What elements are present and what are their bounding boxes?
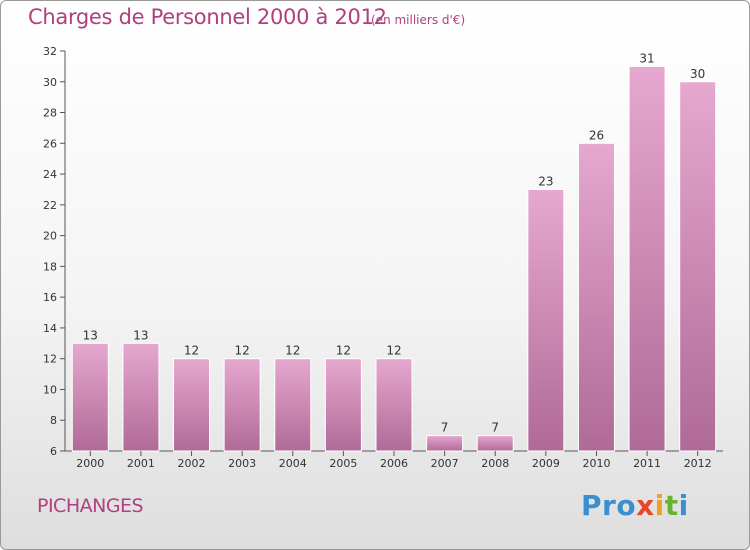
bar-value-label: 12: [386, 344, 401, 358]
bar: [173, 358, 211, 452]
y-tick-label: 14: [43, 322, 57, 335]
x-tick-label: 2010: [582, 457, 610, 470]
bar: [476, 435, 514, 452]
y-tick-label: 22: [43, 199, 57, 212]
y-tick-label: 10: [43, 383, 57, 396]
bar-value-label: 12: [184, 344, 199, 358]
x-tick-label: 2011: [633, 457, 661, 470]
x-tick-label: 2005: [329, 457, 357, 470]
x-tick-label: 2008: [481, 457, 509, 470]
x-tick-label: 2002: [178, 457, 206, 470]
y-tick-label: 16: [43, 291, 57, 304]
y-tick-label: 6: [50, 445, 57, 458]
bar: [274, 358, 312, 452]
bar: [527, 188, 565, 452]
x-tick-label: 2009: [532, 457, 560, 470]
x-tick-label: 2001: [127, 457, 155, 470]
logo-letter: P: [581, 489, 603, 522]
bar-value-label: 23: [538, 174, 553, 188]
x-tick-label: 2012: [684, 457, 712, 470]
y-tick-label: 18: [43, 260, 57, 273]
bar-value-label: 13: [83, 328, 98, 342]
chart-subtitle: (en milliers d'€): [371, 13, 466, 27]
proxiti-logo: Proxiti: [581, 489, 689, 522]
bar-value-label: 13: [133, 328, 148, 342]
y-tick-label: 8: [50, 414, 57, 427]
x-tick-label: 2006: [380, 457, 408, 470]
logo-letter: o: [616, 489, 637, 522]
logo-letter: i: [678, 489, 689, 522]
x-tick-label: 2000: [76, 457, 104, 470]
y-tick-label: 26: [43, 137, 57, 150]
bar: [577, 142, 615, 452]
logo-letter: x: [636, 489, 655, 522]
y-tick-label: 32: [43, 45, 57, 58]
bar-value-label: 12: [285, 344, 300, 358]
logo-letter: i: [654, 489, 665, 522]
chart-title: Charges de Personnel 2000 à 2012: [28, 5, 387, 29]
logo-letter: r: [602, 489, 617, 522]
bar-value-label: 30: [690, 67, 705, 81]
bar-value-label: 7: [441, 421, 449, 435]
bar: [71, 342, 109, 452]
bar: [324, 358, 362, 452]
y-tick-label: 30: [43, 76, 57, 89]
y-tick-label: 12: [43, 353, 57, 366]
bar-value-label: 31: [639, 51, 654, 65]
x-tick-label: 2004: [279, 457, 307, 470]
bar-value-label: 7: [491, 421, 499, 435]
logo-letter: t: [664, 489, 679, 522]
x-tick-label: 2007: [431, 457, 459, 470]
x-tick-label: 2003: [228, 457, 256, 470]
bar: [223, 358, 261, 452]
y-tick-label: 20: [43, 230, 57, 243]
bar: [375, 358, 413, 452]
bar: [679, 81, 717, 452]
bar: [426, 435, 464, 452]
commune-name: PICHANGES: [37, 495, 144, 517]
bar: [122, 342, 160, 452]
y-tick-label: 24: [43, 168, 57, 181]
bar: [628, 65, 666, 452]
bar-value-label: 12: [235, 344, 250, 358]
bar-value-label: 26: [589, 128, 604, 142]
bar-value-label: 12: [336, 344, 351, 358]
y-tick-label: 28: [43, 107, 57, 120]
